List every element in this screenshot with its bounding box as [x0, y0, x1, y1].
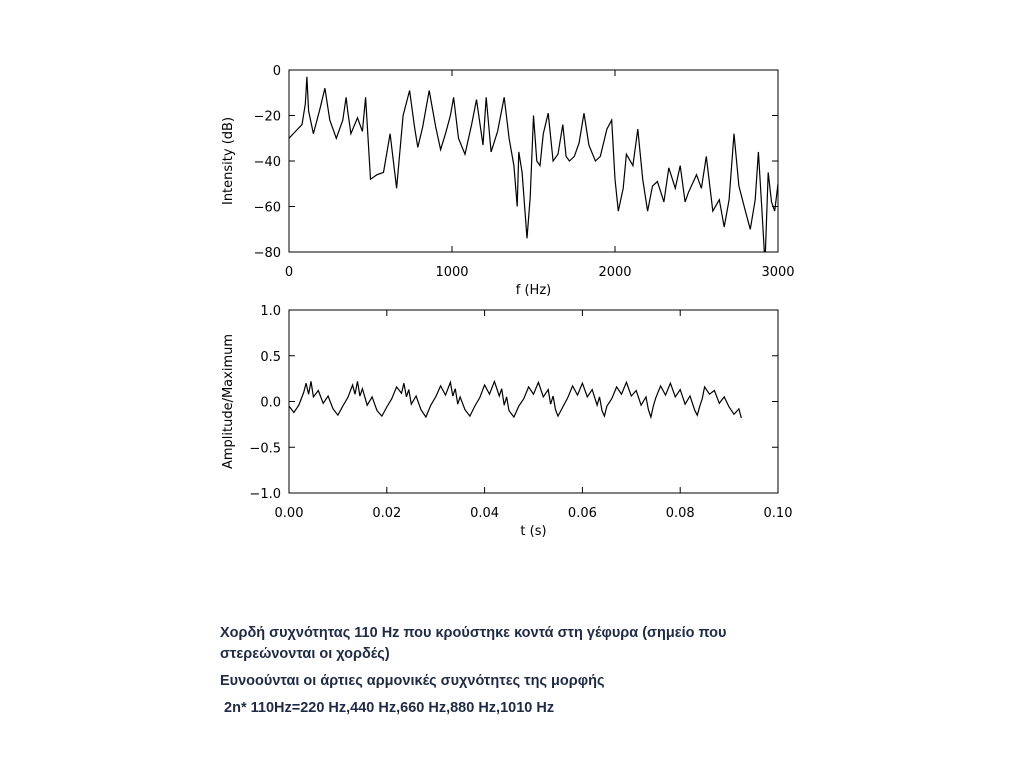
spectrum-x-axis-label: f (Hz)	[516, 283, 551, 298]
spectrum-x-tick-label: 2000	[598, 265, 631, 280]
waveform-x-tick-label: 0.00	[275, 506, 304, 521]
caption-line-3: 2n* 110Hz=220 Hz,440 Hz,660 Hz,880 Hz,10…	[220, 700, 555, 716]
waveform-y-tick-label: 0.0	[260, 396, 281, 411]
waveform-y-tick-label: 0.5	[260, 350, 281, 365]
spectrum-y-tick-label: −40	[254, 155, 281, 170]
charts-canvas: 0 1000 2000 3000 −80 −60 −40 −20 0 f (Hz) Intensit…	[221, 64, 795, 539]
waveform-x-tick-label: 0.08	[666, 506, 695, 521]
spectrum-y-tick-label: −80	[254, 246, 281, 261]
waveform-y-tick-label: 1.0	[260, 304, 281, 319]
caption-line-2: Ευνοούνται οι άρτιες αρμονικές συχνότητε…	[220, 673, 605, 689]
spectrum-y-tick-label: −20	[254, 110, 281, 125]
caption: Χορδή συχνότητας 110 Hz που κρούστηκε κο…	[220, 623, 820, 725]
spectrum-y-tick-label: 0	[273, 64, 281, 79]
waveform-y-tick-label: −0.5	[249, 441, 281, 456]
waveform-series-line	[289, 379, 742, 420]
waveform-x-tick-label: 0.02	[372, 506, 401, 521]
waveform-x-tick-label: 0.04	[470, 506, 499, 521]
spectrum-y-tick-label: −60	[254, 201, 281, 216]
caption-line-1: Χορδή συχνότητας 110 Hz που κρούστηκε κο…	[220, 625, 727, 662]
waveform-x-tick-label: 0.10	[764, 506, 793, 521]
spectrum-x-tick-label: 1000	[435, 265, 468, 280]
waveform-x-axis-label: t (s)	[520, 524, 546, 539]
spectrum-y-axis-label: Intensity (dB)	[221, 117, 236, 205]
waveform-x-tick-label: 0.06	[568, 506, 597, 521]
spectrum-x-tick-label: 0	[285, 265, 293, 280]
spectrum-series-line	[289, 76, 778, 252]
spectrum-plot-frame	[288, 69, 779, 253]
waveform-y-tick-label: −1.0	[249, 487, 281, 502]
waveform-plot-frame	[288, 309, 779, 494]
waveform-y-axis-label: Amplitude/Maximum	[221, 334, 236, 469]
spectrum-x-tick-label: 3000	[761, 265, 794, 280]
